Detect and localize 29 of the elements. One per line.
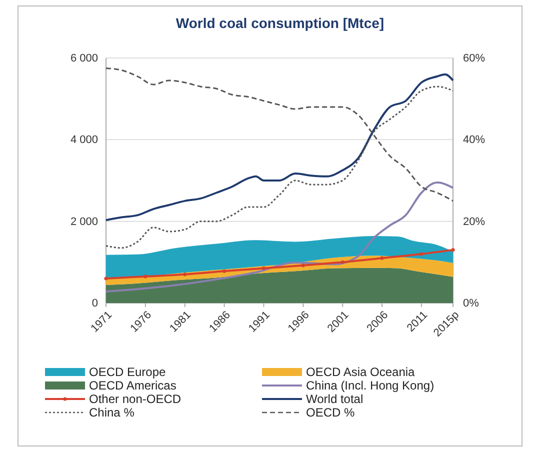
legend-label: OECD %: [306, 406, 356, 420]
legend-label: China (Incl. Hong Kong): [306, 378, 434, 392]
y2-tick-label: 0%: [463, 298, 480, 310]
legend-label: OECD Asia Oceania: [306, 365, 416, 379]
point: [222, 269, 226, 273]
y2-tick-label: 20%: [463, 216, 486, 228]
point: [340, 260, 344, 264]
y2-tick-label: 40%: [463, 134, 486, 146]
y-tick-label: 4 000: [70, 134, 98, 146]
y-tick-label: 6 000: [70, 52, 98, 65]
line-series: [105, 182, 454, 293]
legend-label: OECD Europe: [89, 365, 166, 379]
y-tick-label: 0: [92, 298, 98, 310]
line-series: [105, 73, 454, 222]
legend-label: World total: [306, 392, 364, 406]
chart-title: World coal consumption [Mtce]: [176, 15, 384, 31]
legend-label: Other non-OECD: [89, 392, 182, 406]
point: [451, 248, 455, 252]
point: [104, 276, 108, 280]
y2-tick-label: 60%: [463, 52, 486, 65]
point: [262, 266, 266, 270]
point: [144, 274, 148, 278]
legend-label: China %: [89, 406, 135, 420]
point: [301, 264, 305, 268]
y-tick-label: 2 000: [70, 216, 98, 228]
point: [420, 252, 424, 256]
legend-label: OECD Americas: [89, 378, 176, 392]
point: [380, 256, 384, 260]
point: [183, 272, 187, 276]
